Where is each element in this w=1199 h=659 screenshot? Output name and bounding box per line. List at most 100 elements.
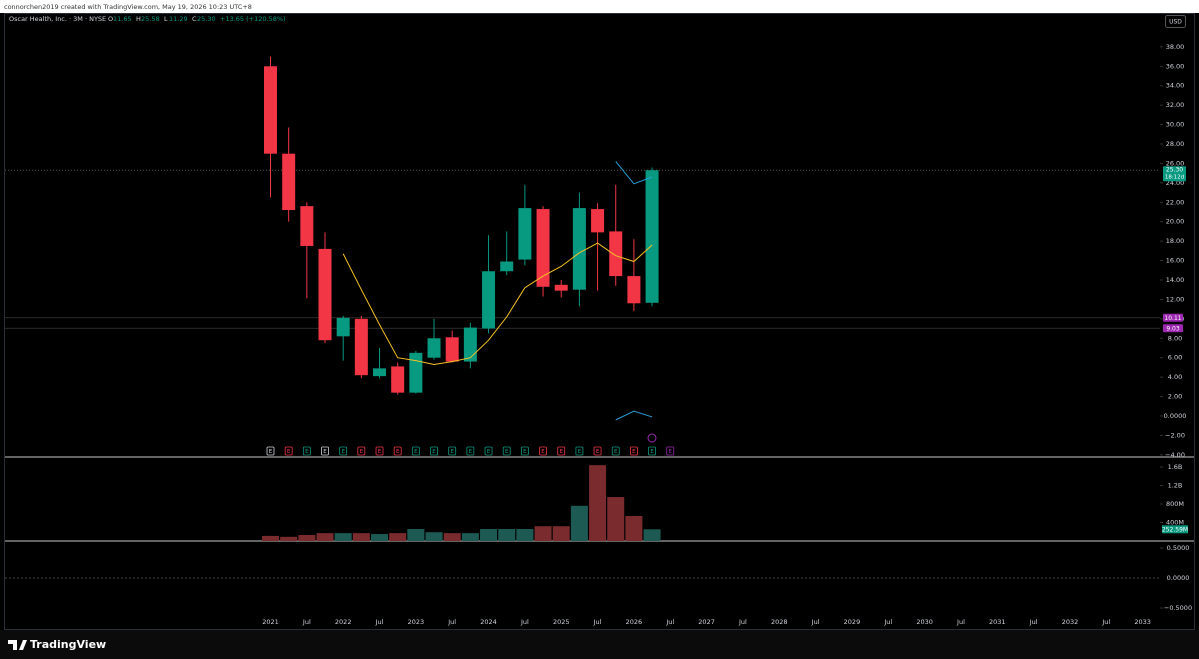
y-tick-label: 30.00 — [1166, 121, 1185, 129]
moving-average — [342, 242, 653, 365]
y-tick-label: 6.00 — [1168, 354, 1182, 362]
earnings-marker — [611, 446, 620, 456]
candle-body — [482, 271, 496, 329]
y-tick-label: 1.6B — [1168, 463, 1183, 471]
volume-bar — [298, 534, 316, 541]
earnings-label: E — [305, 449, 309, 455]
y-tick-label: 22.00 — [1166, 198, 1185, 206]
earnings-label: E — [341, 449, 345, 455]
earnings-label: E — [360, 449, 364, 455]
logo: TradingView — [30, 638, 106, 651]
symbol-title: Oscar Health, Inc. · 3M · NYSE — [9, 15, 106, 23]
x-tick-label: 2031 — [989, 618, 1006, 626]
indicator-upper — [615, 161, 653, 185]
y-tick-label: 0.0000 — [1167, 574, 1190, 582]
y-tick-label: 800M — [1166, 500, 1184, 508]
volume-bar — [371, 534, 389, 541]
y-tick-label: 16.00 — [1166, 257, 1185, 265]
candle-body — [518, 208, 532, 260]
earnings-label: E — [523, 449, 527, 455]
volume-bar — [407, 528, 425, 541]
x-tick-label: 2022 — [335, 618, 352, 626]
top-bar — [0, 0, 1199, 13]
y-tick-label: 1.2B — [1168, 481, 1183, 489]
earnings-label: E — [450, 449, 454, 455]
y-tick-label: −4.00 — [1165, 451, 1185, 459]
earnings-label: E — [614, 449, 618, 455]
x-tick-label: 2033 — [1134, 618, 1151, 626]
volume-bar — [262, 535, 279, 541]
earnings-label: E — [559, 449, 563, 455]
x-tick-label: 2028 — [771, 618, 788, 626]
legend-key: H — [136, 15, 141, 23]
x-tick-label: Jul — [811, 618, 820, 626]
volume-bar — [389, 533, 407, 541]
y-tick-label: 8.00 — [1168, 334, 1182, 342]
earnings-label: E — [668, 449, 672, 455]
candle-body — [572, 208, 586, 290]
earnings-marker — [502, 446, 511, 456]
volume-bar — [352, 533, 370, 541]
x-tick-label: Jul — [520, 618, 529, 626]
volume-bar — [625, 516, 643, 541]
earnings-label: E — [541, 449, 545, 455]
x-tick-label: Jul — [447, 618, 456, 626]
y-tick-label: 28.00 — [1166, 140, 1185, 148]
candle-body — [500, 261, 514, 272]
earnings-marker — [321, 446, 329, 456]
earnings-marker — [539, 446, 547, 456]
x-tick-label: Jul — [956, 618, 965, 626]
candle-body — [336, 317, 350, 337]
candle-body — [463, 327, 477, 362]
x-tick-label: Jul — [738, 618, 747, 626]
earnings-marker — [575, 446, 584, 456]
logo-icon — [8, 640, 27, 650]
volume-bar — [534, 526, 552, 541]
candle-body — [264, 66, 277, 154]
earnings-label: E — [469, 449, 473, 455]
earnings-marker — [520, 446, 529, 456]
volume-last-label: 252.59M — [1162, 526, 1188, 533]
x-tick-label: 2027 — [698, 618, 715, 626]
x-tick-label: 2032 — [1062, 618, 1079, 626]
x-tick-label: 2026 — [626, 618, 643, 626]
candle-body — [354, 318, 368, 376]
x-tick-label: Jul — [665, 618, 674, 626]
x-tick-label: Jul — [1029, 618, 1038, 626]
earnings-marker — [484, 446, 493, 456]
earnings-marker — [557, 446, 566, 456]
candle-body — [627, 276, 641, 304]
y-tick-label: 0.0000 — [1164, 412, 1187, 420]
earnings-label: E — [323, 449, 327, 455]
y-tick-label: 18.00 — [1166, 237, 1185, 245]
earnings-marker — [411, 446, 420, 456]
candle-body — [282, 153, 296, 211]
y-tick-label: 26.00 — [1166, 159, 1185, 167]
earnings-label: E — [632, 449, 636, 455]
x-tick-label: Jul — [375, 618, 384, 626]
countdown: 18:12d — [1165, 175, 1184, 181]
earnings-marker — [375, 446, 384, 456]
candle-body — [373, 368, 387, 377]
earnings-label: E — [396, 449, 400, 455]
volume-bar — [589, 465, 607, 541]
y-tick-label: 36.00 — [1166, 62, 1185, 70]
y-tick-label: 38.00 — [1166, 43, 1185, 51]
y-tick-label: 12.00 — [1166, 295, 1185, 303]
candle-body — [409, 352, 423, 393]
volume-bar — [480, 528, 498, 541]
x-tick-label: 2030 — [916, 618, 933, 626]
y-tick-label: 24.00 — [1166, 179, 1185, 187]
legend-value: 11.65 — [113, 15, 132, 23]
earnings-marker — [666, 446, 675, 456]
earnings-label: E — [650, 449, 654, 455]
candle-body — [536, 209, 550, 287]
volume-bar — [516, 528, 534, 541]
chart-frame — [4, 13, 1195, 630]
volume-bar — [425, 532, 443, 541]
volume-bar — [443, 533, 461, 541]
earnings-marker — [593, 446, 602, 456]
currency-box — [1165, 15, 1186, 28]
last-price-badge — [1163, 166, 1186, 182]
